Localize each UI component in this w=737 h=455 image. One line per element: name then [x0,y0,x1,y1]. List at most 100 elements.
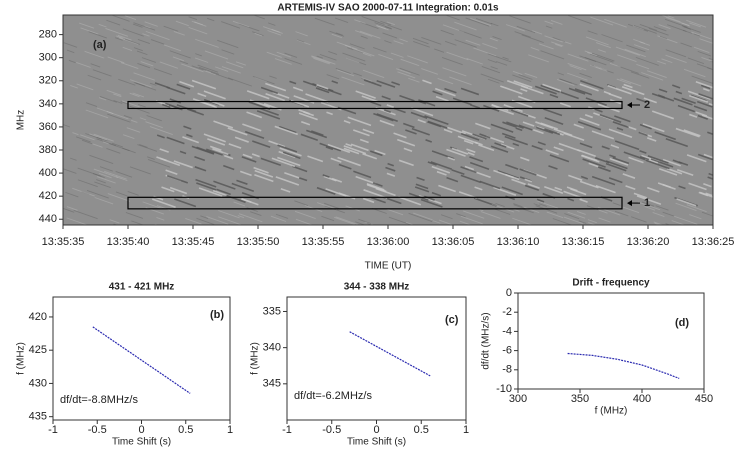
texture-stroke [579,142,593,149]
texture-stroke [152,198,176,209]
texture-stroke [115,176,128,182]
texture-stroke [336,69,355,77]
texture-stroke [405,222,415,225]
texture-stroke [425,139,433,143]
texture-stroke [639,123,652,130]
texture-stroke [659,35,668,40]
texture-stroke [183,125,192,130]
texture-stroke [564,213,580,220]
texture-stroke [376,79,396,88]
texture-stroke [107,142,130,152]
texture-stroke [99,166,113,172]
texture-stroke [440,214,453,220]
texture-stroke [85,133,103,140]
texture-stroke [708,172,713,177]
texture-stroke [314,17,335,26]
texture-stroke [223,154,234,160]
texture-stroke [96,107,114,115]
texture-stroke [479,133,491,139]
texture-stroke [238,23,260,32]
texture-stroke [210,71,234,81]
texture-stroke [672,84,681,89]
texture-stroke [577,120,602,131]
texture-stroke [269,75,277,79]
texture-stroke [271,28,280,33]
texture-stroke [567,197,575,202]
texture-stroke [380,20,392,26]
y-axis-label: f (MHz) [250,342,261,375]
texture-stroke [195,178,217,188]
texture-stroke [411,127,430,136]
texture-stroke [625,185,636,190]
texture-stroke [205,148,223,156]
texture-stroke [460,166,477,174]
texture-stroke [185,218,202,225]
texture-stroke [317,85,342,96]
texture-stroke [548,165,558,170]
texture-stroke [490,145,509,153]
texture-stroke [396,68,411,75]
texture-stroke [636,195,662,205]
texture-stroke [626,44,646,53]
texture-stroke [347,116,372,127]
texture-stroke [555,43,563,47]
texture-stroke [353,129,370,137]
texture-stroke [522,208,534,214]
texture-stroke [473,197,497,207]
texture-stroke [206,216,229,225]
texture-stroke [577,149,596,158]
texture-stroke [480,73,504,83]
texture-stroke [487,78,500,84]
texture-stroke [188,16,198,21]
texture-stroke [446,51,469,61]
texture-stroke [630,216,647,223]
texture-stroke [469,156,484,163]
texture-stroke [223,164,235,171]
texture-stroke [654,222,662,225]
texture-stroke [588,162,600,168]
texture-stroke [172,56,185,62]
texture-stroke [384,26,392,30]
texture-stroke [213,120,234,129]
texture-stroke [524,206,540,214]
texture-stroke [696,100,713,108]
texture-stroke [514,31,531,38]
texture-stroke [605,162,627,172]
texture-stroke [284,52,298,58]
texture-stroke [94,197,114,205]
texture-stroke [675,90,683,95]
texture-stroke [335,32,343,36]
texture-stroke [260,157,282,167]
texture-stroke [537,141,546,146]
texture-stroke [591,175,616,186]
texture-stroke [354,19,366,25]
texture-stroke [169,186,188,195]
texture-stroke [192,98,216,108]
y-tick-label: 345 [263,378,281,390]
texture-stroke [372,47,387,53]
texture-stroke [427,161,437,166]
texture-stroke [473,47,497,57]
texture-stroke [620,78,642,87]
texture-stroke [301,120,311,126]
x-tick-label: 13:36:05 [432,236,475,248]
x-tick-label: 400 [633,393,651,405]
texture-stroke [666,167,683,175]
texture-stroke [122,134,135,140]
texture-stroke [686,204,707,213]
texture-stroke [234,136,249,143]
texture-stroke [703,183,712,188]
texture-stroke [490,22,499,27]
texture-stroke [665,54,687,64]
texture-stroke [531,144,543,151]
x-tick-label: 13:35:40 [107,236,150,248]
texture-stroke [408,212,433,222]
texture-stroke [200,215,209,219]
texture-stroke [298,112,318,121]
texture-stroke [133,22,156,31]
texture-stroke [688,182,707,191]
texture-stroke [319,53,337,61]
texture-stroke [80,134,95,141]
texture-stroke [254,76,267,82]
texture-stroke [179,60,189,65]
